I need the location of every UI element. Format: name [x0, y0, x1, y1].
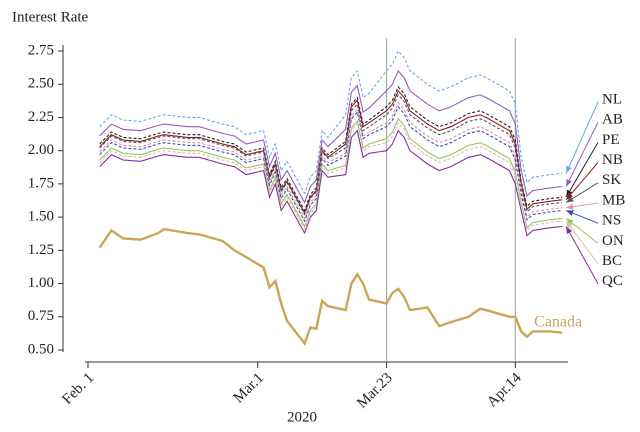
y-tick-label: 1.00: [28, 275, 54, 291]
legend-label: NL: [602, 91, 622, 107]
legend-arrow: [565, 220, 599, 264]
legend-label: BC: [602, 253, 622, 269]
series-line: [99, 101, 563, 220]
legend-arrowhead: [566, 226, 573, 234]
legend-arrow: [565, 162, 599, 201]
legend-arrowhead: [566, 210, 574, 216]
legend-arrow: [565, 121, 599, 187]
series-line: [99, 69, 563, 204]
x-tick-label: Feb. 1: [59, 370, 97, 408]
series-line: [99, 105, 563, 223]
y-tick-label: 0.50: [28, 341, 54, 357]
x-tick-label: Mar.23: [354, 370, 396, 412]
series-line: [99, 49, 563, 195]
series-line: [99, 89, 563, 215]
legend-arrowhead: [566, 218, 574, 226]
y-tick-label: 2.50: [28, 76, 54, 92]
y-tick-label: 1.75: [28, 175, 54, 191]
y-tick-label: 2.25: [28, 109, 54, 125]
series-line: [99, 121, 563, 232]
legend-label: SK: [602, 172, 621, 188]
legend-label: NS: [602, 213, 621, 229]
legend-label: NB: [602, 152, 623, 168]
legend-arrowhead: [566, 178, 572, 187]
y-tick-label: 2.75: [28, 42, 54, 58]
legend-arrowhead: [566, 192, 573, 200]
x-axis-label: 2020: [287, 409, 317, 425]
legend-arrow: [565, 226, 599, 285]
y-tick-label: 0.75: [28, 308, 54, 324]
legend-arrow: [565, 101, 599, 174]
series-line: [99, 93, 563, 216]
series-label: Canada: [534, 313, 582, 330]
y-tick-label: 2.00: [28, 142, 54, 158]
legend-arrowhead: [566, 165, 572, 174]
legend-label: AB: [602, 112, 623, 128]
series-line: [98, 227, 563, 346]
legend-label: MB: [602, 192, 625, 208]
series-line: [99, 129, 563, 237]
x-tick-label: Apr.14: [484, 370, 525, 411]
y-tick-label: 1.50: [28, 209, 54, 225]
legend-label: PE: [602, 132, 620, 148]
legend-arrowhead: [566, 221, 573, 229]
y-axis-label: Interest Rate: [12, 9, 89, 25]
legend-label: QC: [602, 273, 623, 289]
legend-arrowhead: [566, 203, 574, 210]
y-tick-label: 1.25: [28, 242, 54, 258]
legend-arrowhead: [566, 196, 574, 203]
legend-label: ON: [602, 233, 624, 249]
x-tick-label: Mar.1: [231, 370, 267, 406]
legend-arrow: [565, 142, 599, 198]
